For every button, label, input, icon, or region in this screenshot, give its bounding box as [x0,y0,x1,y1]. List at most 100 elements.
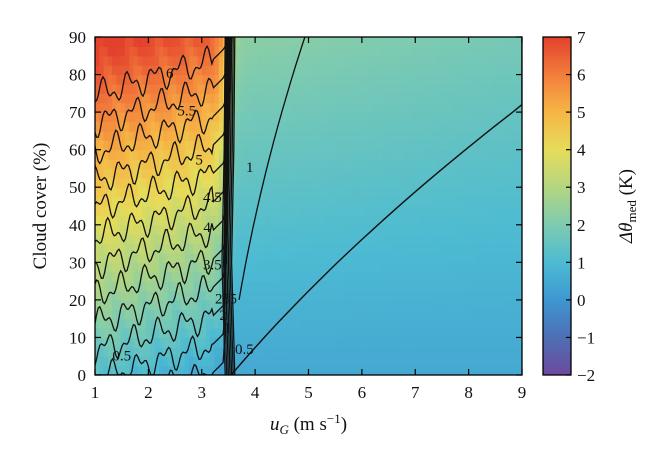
heatmap-cell [304,356,310,367]
heatmap-cell [171,271,177,282]
heatmap-cell [235,365,241,375]
heatmap-cell [342,65,348,76]
heatmap-cell [364,37,369,47]
heatmap-cell [188,130,194,141]
heatmap-cell [492,224,497,235]
heatmap-cell [295,365,301,375]
heatmap-cell [240,83,246,94]
heatmap-cell [483,46,489,57]
heatmap-cell [492,187,497,198]
heatmap-cell [137,196,143,207]
heatmap-cell [214,112,220,123]
heatmap-cell [312,83,318,94]
heatmap-cell [376,83,382,94]
heatmap-cell [504,130,510,141]
heatmap-cell [517,215,522,226]
heatmap-cell [364,159,369,170]
heatmap-cell [457,196,463,207]
heatmap-cell [282,328,288,339]
heatmap-cell [188,281,194,292]
heatmap-cell [351,46,357,57]
heatmap-cell [218,130,224,141]
heatmap-cell [193,187,199,198]
heatmap-cell [133,37,139,47]
heatmap-cell [218,206,224,216]
heatmap-cell [120,93,126,104]
heatmap-cell [291,328,297,339]
heatmap-cell [265,83,271,94]
heatmap-cell [398,206,404,216]
heatmap-cell [141,121,147,132]
heatmap-cell [107,281,113,292]
heatmap-cell [282,177,288,188]
heatmap-cell [231,168,237,179]
heatmap-cell [440,46,446,57]
heatmap-cell [321,65,327,76]
heatmap-cell [248,243,254,254]
heatmap-cell [355,243,361,254]
heatmap-cell [334,281,339,292]
heatmap-cell [479,121,485,132]
heatmap-cell [381,140,386,151]
heatmap-cell [453,196,459,207]
heatmap-cell [137,102,143,113]
heatmap-cell [475,159,480,170]
heatmap-cell [470,281,476,292]
heatmap-cell [291,243,297,254]
heatmap-cell [393,168,399,179]
heatmap-cell [167,46,173,57]
heatmap-cell [457,74,463,85]
heatmap-cell [457,328,463,339]
heatmap-cell [107,112,113,123]
heatmap-cell [146,215,152,226]
heatmap-cell [99,243,105,254]
heatmap-cell [240,149,246,160]
heatmap-cell [389,356,395,367]
heatmap-cell [381,262,386,273]
heatmap-cell [163,243,169,254]
heatmap-cell [359,65,365,76]
heatmap-cell [252,206,258,216]
heatmap-cell [321,168,327,179]
heatmap-cell [487,55,493,66]
heatmap-cell [257,140,263,151]
heatmap-cell [137,140,143,151]
heatmap-cell [517,252,522,263]
heatmap-cell [428,290,433,301]
heatmap-cell [462,224,468,235]
heatmap-cell [436,130,442,141]
heatmap-cell [410,290,416,301]
heatmap-cell [176,337,181,348]
heatmap-cell [342,140,348,151]
heatmap-cell [453,65,459,76]
heatmap-cell [129,93,135,104]
front-contour-line [222,37,228,375]
heatmap-cell [124,102,130,113]
heatmap-cell [475,177,480,188]
heatmap-cell [206,252,211,263]
heatmap-cell [312,55,318,66]
heatmap-cell [312,309,318,320]
heatmap-cell [299,215,305,226]
heatmap-cell [299,130,305,141]
heatmap-cell [359,196,365,207]
heatmap-cell [287,252,293,263]
heatmap-cell [504,271,510,282]
heatmap-cell [206,299,211,310]
heatmap-cell [188,65,194,76]
heatmap-cell [252,46,258,57]
colorbar-label-symbol: Δθ [616,223,637,244]
heatmap-cell [308,356,314,367]
heatmap-cell [342,55,348,66]
heatmap-cell [436,168,442,179]
heatmap-cell [475,328,480,339]
heatmap-cell [368,177,374,188]
heatmap-cell [244,93,250,104]
heatmap-cell [299,83,305,94]
heatmap-cell [513,243,519,254]
heatmap-cell [338,318,344,329]
heatmap-cell [95,102,100,113]
heatmap-cell [308,346,314,357]
contour-label: 5.5 [177,104,196,120]
heatmap-cell [295,309,301,320]
